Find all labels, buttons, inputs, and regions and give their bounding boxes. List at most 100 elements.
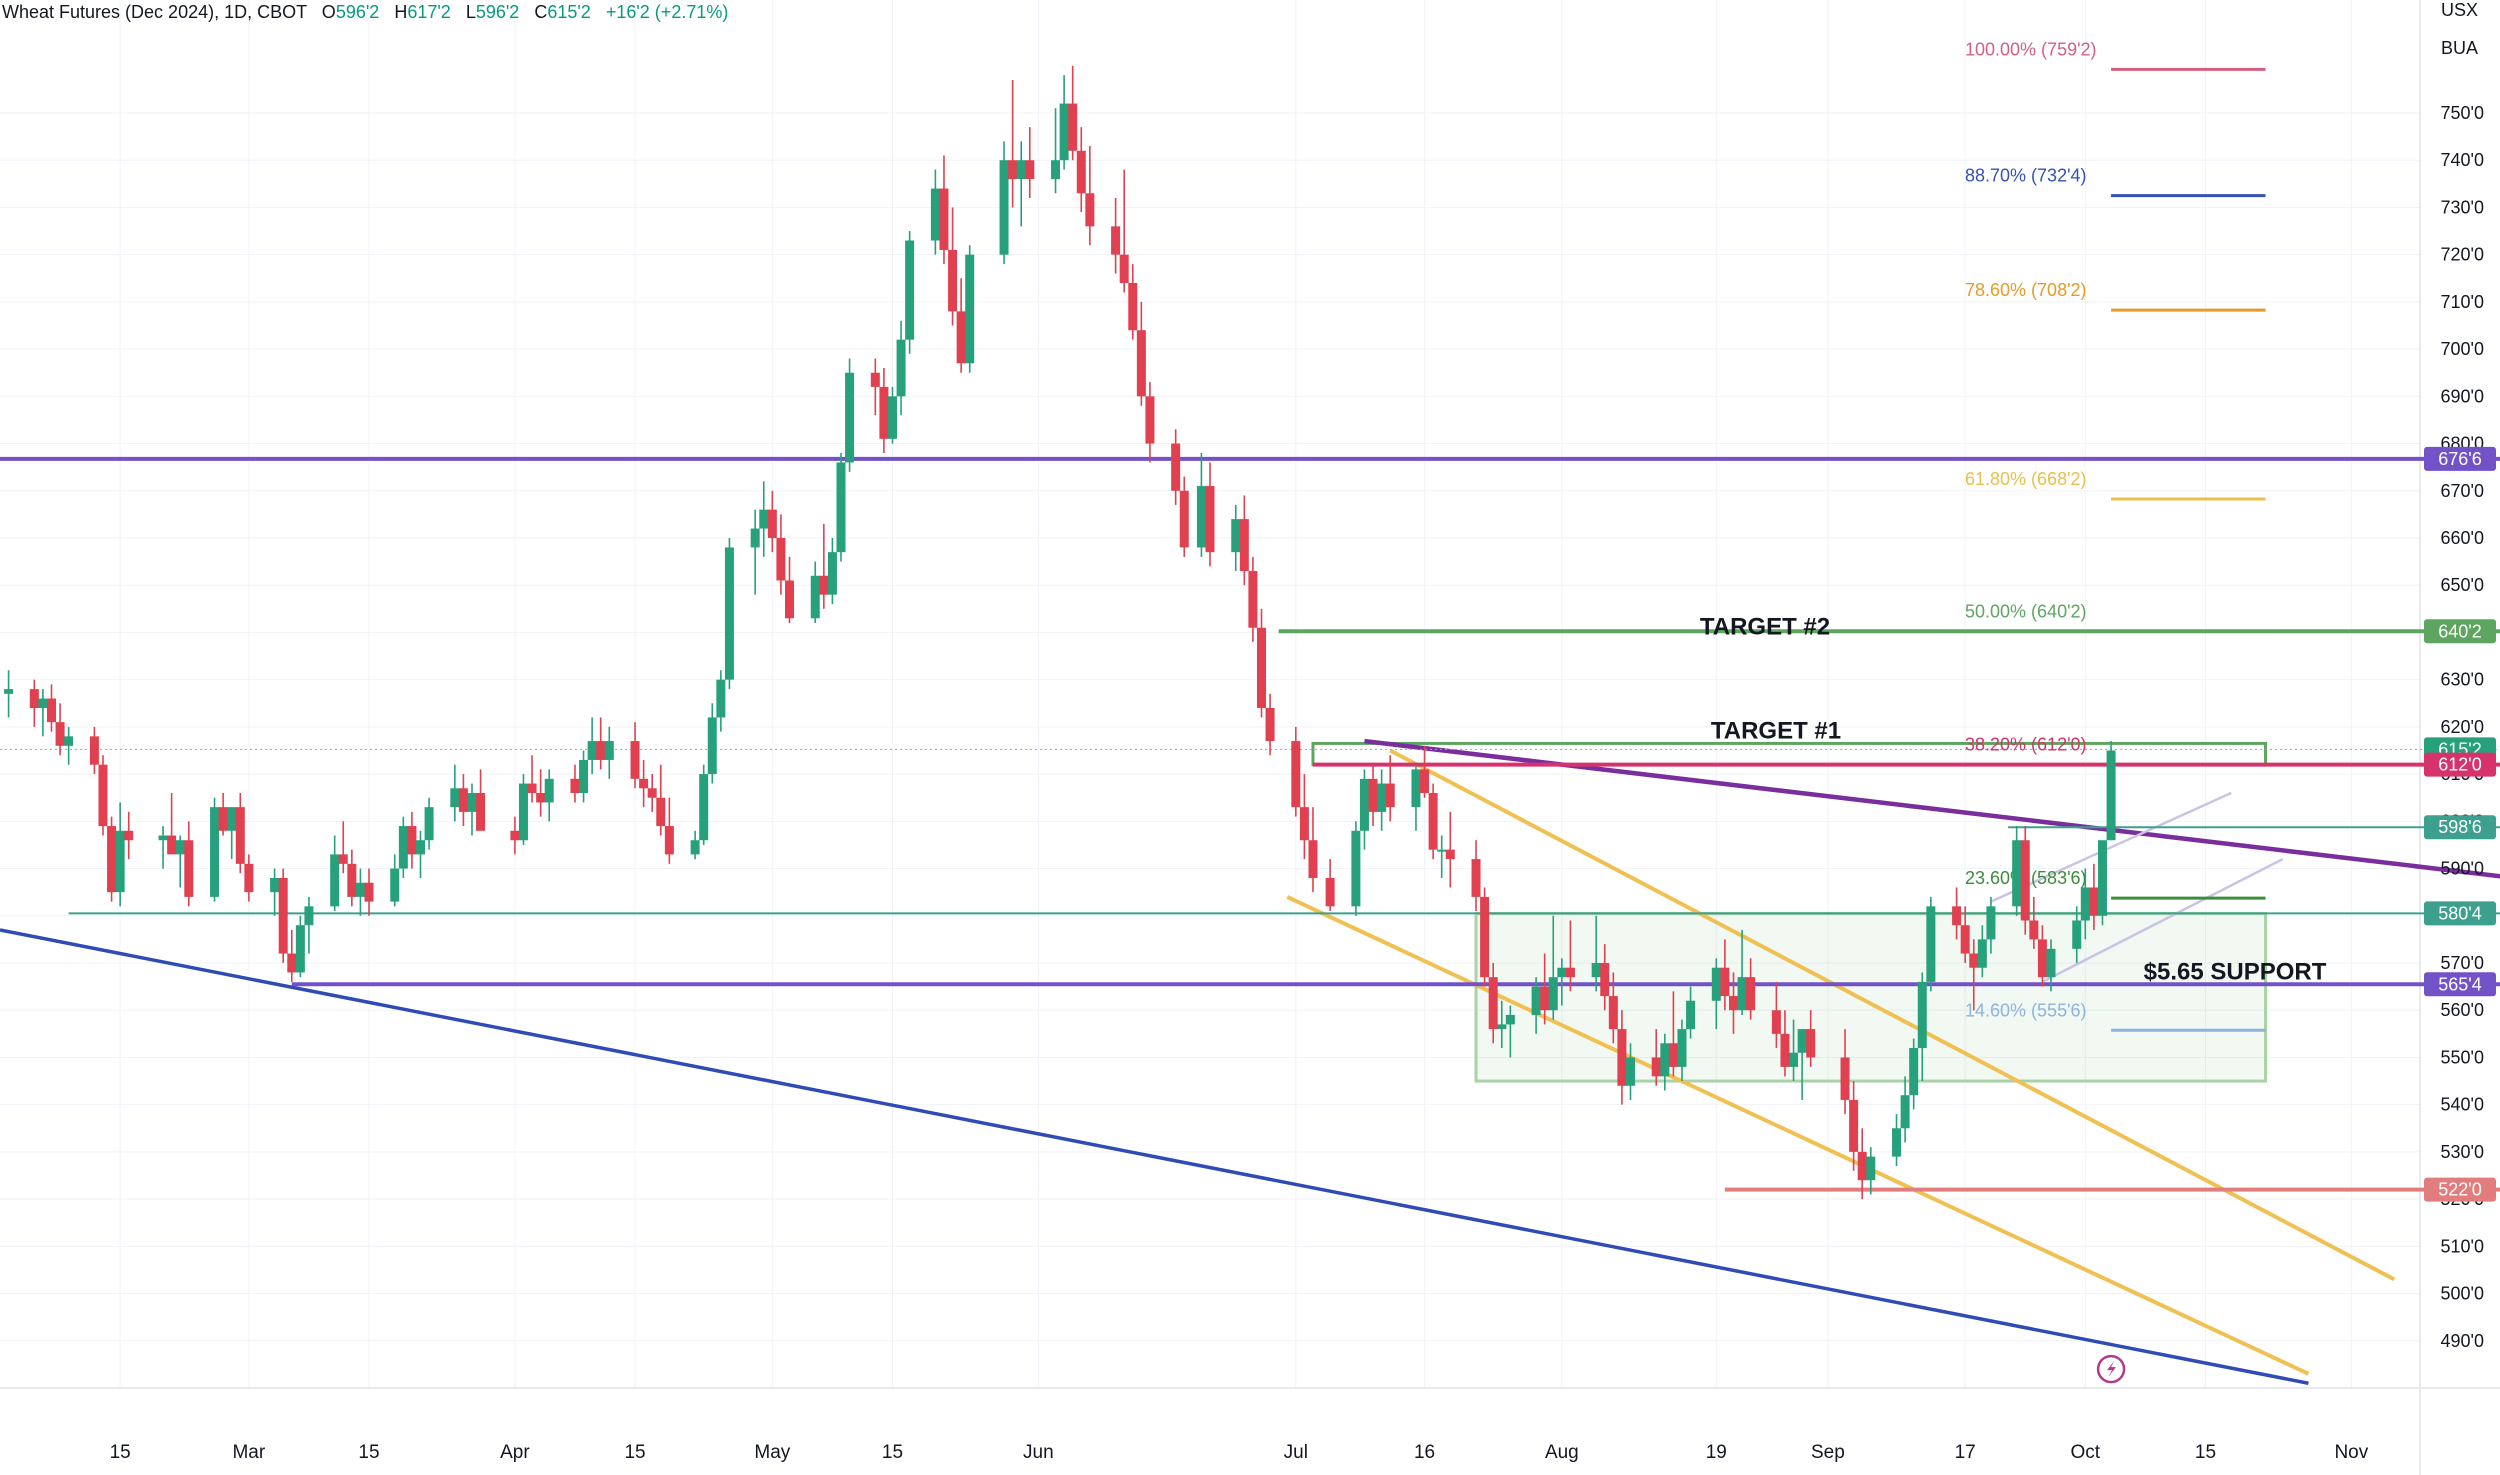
- candle-body: [355, 882, 365, 897]
- candle-body: [1325, 878, 1335, 907]
- consolidation-box: [1474, 911, 2268, 1083]
- candle-body: [450, 788, 460, 808]
- candle-body: [1051, 160, 1061, 180]
- candle-body: [776, 538, 786, 581]
- candle-body: [544, 778, 554, 803]
- candle-body: [579, 759, 589, 793]
- candle-body: [1977, 939, 1987, 968]
- resistance-trendline: [1364, 738, 2500, 879]
- y-tick-label: 500'0: [2441, 1284, 2484, 1304]
- candle-body: [210, 807, 220, 897]
- candle-body: [1746, 977, 1756, 1011]
- y-tick-label: 570'0: [2441, 953, 2484, 973]
- candle-body: [2012, 840, 2022, 907]
- candle-body: [587, 741, 597, 760]
- lightning-icon: [2107, 1361, 2117, 1378]
- candle-body: [1857, 1151, 1867, 1181]
- price-badge: [2424, 1177, 2496, 1202]
- fib-level-label: 78.60% (708'2): [1965, 280, 2087, 300]
- candle-body: [536, 793, 546, 803]
- channel-lower-line: [1286, 895, 2310, 1376]
- candle-body: [107, 826, 117, 893]
- candle-body: [398, 826, 408, 869]
- y-tick-label: 730'0: [2441, 197, 2484, 217]
- candle-body: [887, 396, 897, 439]
- candle-body: [1085, 193, 1095, 227]
- y-tick-label: 590'0: [2441, 859, 2484, 879]
- y-tick-label: 720'0: [2441, 245, 2484, 265]
- candle-body: [29, 689, 39, 708]
- candle-body: [630, 741, 640, 779]
- candle-body: [1625, 1057, 1635, 1086]
- candle-body: [965, 254, 975, 364]
- x-tick-label: May: [754, 1442, 790, 1463]
- candle-body: [347, 863, 357, 897]
- candle-body: [750, 528, 760, 548]
- y-tick-label: 750'0: [2441, 103, 2484, 123]
- candle-body: [424, 807, 434, 841]
- candle-body: [218, 807, 228, 831]
- candle-body: [810, 575, 820, 619]
- annotation-label: TARGET #2: [1700, 614, 1830, 641]
- price-badge: [2424, 972, 2496, 997]
- candle-body: [1025, 160, 1035, 180]
- price-badge-label: 565'4: [2438, 974, 2481, 994]
- chart-header: Wheat Futures (Dec 2024), 1D, CBOT O596'…: [2, 0, 728, 24]
- candle-body: [407, 826, 417, 855]
- candle-body: [295, 925, 305, 973]
- long-downtrend-line: [0, 928, 2309, 1385]
- open-label: O: [321, 2, 336, 22]
- unit-label[interactable]: BUA: [2440, 38, 2478, 58]
- candle-body: [1565, 967, 1575, 978]
- candle-body: [896, 339, 906, 397]
- y-tick-label: 700'0: [2441, 339, 2484, 359]
- candle-body: [1145, 396, 1155, 444]
- candle-body: [1377, 783, 1387, 812]
- candle-body: [1428, 793, 1438, 850]
- y-tick-label: 740'0: [2441, 150, 2484, 170]
- candle-body: [115, 830, 125, 893]
- candle-body: [364, 882, 374, 902]
- candle-body: [1411, 769, 1421, 808]
- candle-body: [98, 764, 108, 827]
- candle-body: [785, 580, 795, 619]
- candle-body: [227, 807, 237, 831]
- candle-body: [1308, 840, 1318, 878]
- candle-body: [2020, 840, 2030, 921]
- candle-body: [690, 840, 700, 855]
- candle-body: [1780, 1033, 1790, 1067]
- candle-body: [656, 797, 666, 827]
- candle-body: [1617, 1029, 1627, 1086]
- currency-label[interactable]: USX: [2440, 0, 2478, 20]
- candle-body: [570, 778, 580, 793]
- candle-body: [948, 249, 958, 312]
- candle-body: [1471, 859, 1481, 897]
- candle-body: [1256, 627, 1266, 708]
- candle-body: [235, 807, 245, 864]
- close-value: 615'2: [547, 2, 591, 22]
- candle-body: [89, 736, 99, 765]
- candle-body: [905, 240, 915, 340]
- candle-body: [2037, 939, 2047, 978]
- candle-body: [596, 741, 606, 760]
- candle-body: [1016, 160, 1026, 180]
- fib-level-label: 88.70% (732'4): [1965, 166, 2087, 186]
- candle-body: [1480, 896, 1490, 978]
- candle-body: [1651, 1057, 1661, 1077]
- candle-body: [1866, 1156, 1876, 1181]
- candle-body: [1119, 254, 1129, 283]
- price-badge: [2424, 901, 2496, 926]
- change-value: +16'2 (+2.71%): [605, 2, 729, 22]
- y-tick-label: 540'0: [2441, 1095, 2484, 1115]
- candle-body: [1385, 783, 1395, 808]
- candle-body: [415, 840, 425, 855]
- x-tick-label: Jul: [1284, 1442, 1308, 1463]
- candle-body: [1299, 807, 1309, 841]
- candle-body: [458, 788, 468, 812]
- candle-body: [1368, 778, 1378, 812]
- candle-body: [819, 575, 829, 595]
- candle-body: [287, 953, 297, 973]
- candle-body: [467, 793, 477, 812]
